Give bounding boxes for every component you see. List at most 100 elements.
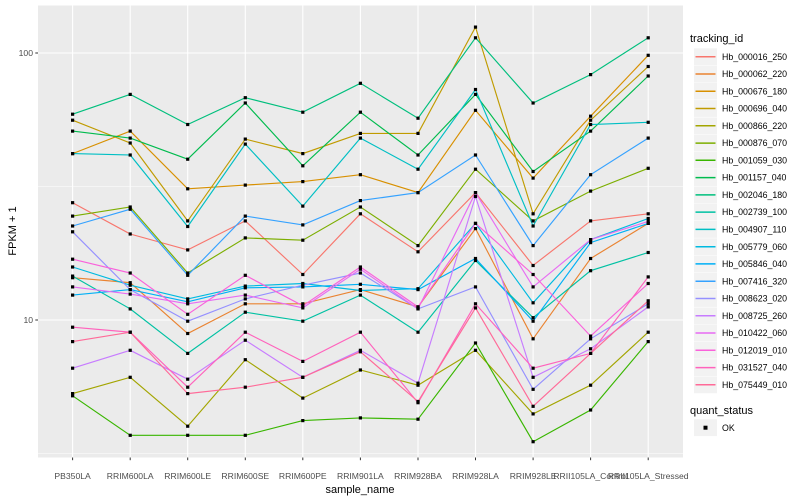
data-point bbox=[531, 169, 535, 174]
x-tick-label: RRIM928LA bbox=[452, 471, 499, 481]
data-point bbox=[416, 191, 420, 195]
data-point bbox=[71, 285, 75, 289]
data-point bbox=[473, 36, 478, 40]
data-point bbox=[416, 244, 420, 248]
legend-shape-label: OK bbox=[722, 423, 735, 433]
data-point bbox=[301, 396, 305, 400]
data-point bbox=[531, 366, 535, 370]
data-point bbox=[531, 272, 535, 277]
data-point bbox=[186, 271, 190, 275]
data-point bbox=[473, 194, 478, 199]
data-point bbox=[531, 412, 535, 416]
data-point bbox=[71, 214, 75, 218]
data-point bbox=[243, 236, 247, 240]
data-point bbox=[243, 137, 247, 141]
data-point bbox=[416, 250, 420, 254]
data-point bbox=[71, 340, 75, 344]
x-tick-label: RRII105LA_Control bbox=[553, 471, 628, 481]
legend-entry-label: Hb_075449_010 bbox=[722, 380, 787, 390]
data-point bbox=[186, 319, 190, 323]
data-point bbox=[416, 307, 420, 311]
data-point bbox=[186, 187, 190, 191]
data-point bbox=[646, 136, 650, 140]
data-point bbox=[186, 312, 190, 316]
data-point bbox=[646, 275, 650, 279]
data-point bbox=[301, 319, 305, 323]
legend-entry-label: Hb_008725_260 bbox=[722, 311, 787, 321]
data-point bbox=[71, 325, 75, 329]
data-point bbox=[416, 383, 420, 387]
legend-entry-label: Hb_000676_180 bbox=[722, 86, 787, 96]
legend-entry-label: Hb_005846_040 bbox=[722, 259, 787, 269]
legend-shape-title: quant_status bbox=[690, 405, 753, 417]
data-point bbox=[358, 368, 362, 372]
legend-color-title: tracking_id bbox=[690, 33, 743, 45]
legend-entry-label: Hb_010422_060 bbox=[722, 328, 787, 338]
legend: tracking_id Hb_000016_250 Hb_000062_220 Hb… bbox=[690, 33, 787, 437]
legend-entry-label: Hb_002046_180 bbox=[722, 190, 787, 200]
legend-entry-label: Hb_008623_020 bbox=[722, 294, 787, 304]
y-tick-labels: 100 10 bbox=[19, 48, 34, 325]
data-point bbox=[243, 284, 247, 288]
data-point bbox=[301, 281, 305, 286]
data-point bbox=[301, 306, 305, 310]
data-point bbox=[473, 285, 478, 289]
data-point bbox=[646, 299, 650, 303]
legend-entry-label: Hb_000016_250 bbox=[722, 52, 787, 62]
data-point bbox=[301, 302, 305, 306]
data-point bbox=[128, 207, 132, 211]
data-point bbox=[531, 440, 535, 444]
legend-shape-entry: OK bbox=[694, 419, 735, 437]
legend-entry-label: Hb_000062_220 bbox=[722, 69, 787, 79]
data-point bbox=[416, 153, 420, 157]
data-point bbox=[531, 219, 535, 223]
legend-entry-label: Hb_002739_100 bbox=[722, 207, 787, 217]
x-tick-labels: PB350LA RRIM600LA RRIM600LE RRIM600SE RRIM60… bbox=[54, 471, 688, 481]
data-point bbox=[243, 96, 247, 100]
data-point bbox=[589, 256, 593, 261]
data-point bbox=[473, 227, 478, 231]
data-point bbox=[186, 351, 190, 355]
data-point bbox=[358, 131, 362, 135]
x-tick-label: RRIM928BA bbox=[394, 471, 442, 481]
data-point bbox=[589, 334, 593, 338]
data-point bbox=[128, 129, 132, 133]
legend-entry-label: Hb_001059_030 bbox=[722, 155, 787, 165]
data-point bbox=[473, 341, 478, 345]
data-point bbox=[646, 219, 650, 223]
data-point bbox=[358, 173, 362, 177]
data-point bbox=[416, 116, 420, 120]
data-point bbox=[128, 292, 132, 296]
data-point bbox=[531, 285, 535, 289]
data-point bbox=[301, 304, 305, 308]
data-point bbox=[71, 265, 75, 269]
data-point bbox=[531, 316, 535, 320]
data-point bbox=[301, 272, 305, 277]
data-point bbox=[589, 173, 593, 177]
data-point bbox=[358, 350, 362, 354]
data-point bbox=[589, 269, 593, 273]
data-point bbox=[71, 257, 75, 261]
data-point bbox=[301, 375, 305, 379]
data-point bbox=[358, 205, 362, 209]
data-point bbox=[243, 273, 247, 277]
legend-entry-label: Hb_000876_070 bbox=[722, 138, 787, 148]
data-point bbox=[186, 273, 190, 277]
data-point bbox=[531, 375, 535, 379]
y-tick-label: 10 bbox=[23, 315, 33, 325]
data-point bbox=[301, 152, 305, 156]
data-point bbox=[646, 302, 650, 306]
data-point bbox=[416, 399, 420, 404]
data-point bbox=[473, 191, 478, 195]
data-point bbox=[473, 348, 478, 352]
data-point bbox=[301, 110, 305, 114]
data-point bbox=[589, 114, 593, 118]
data-point bbox=[71, 394, 75, 398]
data-point bbox=[128, 348, 132, 352]
data-point bbox=[531, 404, 535, 408]
data-point bbox=[128, 283, 132, 287]
data-point bbox=[301, 204, 305, 208]
data-point bbox=[186, 300, 190, 304]
data-point bbox=[128, 307, 132, 311]
legend-entry-label: Hb_012019_010 bbox=[722, 345, 787, 355]
